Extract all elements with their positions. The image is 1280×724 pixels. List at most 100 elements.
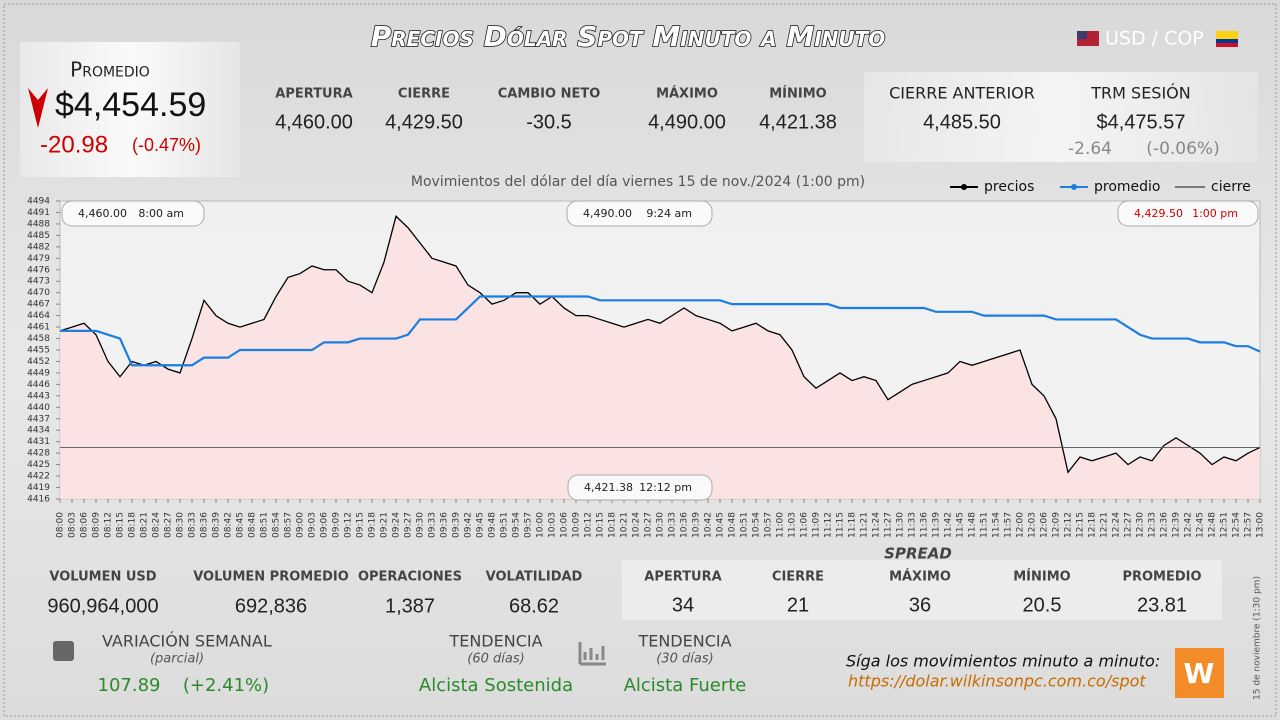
x-tick-label: 11:12 bbox=[824, 512, 834, 538]
x-tick-label: 11:57 bbox=[1004, 512, 1014, 538]
x-tick-label: 08:12 bbox=[104, 512, 114, 538]
x-tick-label: 12:30 bbox=[1136, 512, 1146, 538]
y-tick-label: 4476 bbox=[27, 265, 50, 275]
promedio-value: $4,454.59 bbox=[55, 86, 206, 124]
stat-value: 4,421.38 bbox=[759, 111, 837, 133]
annotation-value: 4,429.50 bbox=[1134, 207, 1183, 220]
x-tick-label: 08:39 bbox=[212, 512, 222, 538]
x-tick-label: 11:33 bbox=[908, 512, 918, 538]
x-tick-label: 10:09 bbox=[572, 512, 582, 538]
x-tick-label: 10:42 bbox=[704, 512, 714, 538]
x-tick-label: 10:45 bbox=[716, 512, 726, 538]
x-tick-label: 11:48 bbox=[968, 512, 978, 538]
spread-value: 36 bbox=[909, 594, 931, 616]
annotation-value: 4,421.38 bbox=[584, 481, 633, 494]
x-tick-label: 11:42 bbox=[944, 512, 954, 538]
x-tick-label: 08:54 bbox=[272, 512, 282, 538]
x-tick-label: 09:09 bbox=[332, 512, 342, 538]
x-tick-label: 10:33 bbox=[668, 512, 678, 538]
x-tick-label: 11:27 bbox=[884, 512, 894, 538]
weekly-value: 107.89 bbox=[98, 675, 161, 696]
stat-label: CAMBIO NETO bbox=[498, 87, 601, 102]
y-tick-label: 4467 bbox=[27, 300, 50, 310]
stat-label: CIERRE bbox=[398, 87, 450, 102]
y-tick-label: 4461 bbox=[27, 323, 50, 333]
x-tick-label: 12:18 bbox=[1088, 512, 1098, 538]
x-tick-label: 13:00 bbox=[1256, 512, 1266, 538]
previous-value: 4,485.50 bbox=[923, 111, 1001, 133]
x-tick-label: 08:21 bbox=[140, 512, 150, 538]
x-tick-label: 11:39 bbox=[932, 512, 942, 538]
promedio-box bbox=[20, 42, 240, 177]
x-tick-label: 08:33 bbox=[188, 512, 198, 538]
x-tick-label: 12:15 bbox=[1076, 512, 1086, 538]
x-tick-label: 09:12 bbox=[344, 512, 354, 538]
x-tick-label: 10:30 bbox=[656, 512, 666, 538]
annotation-time: 8:00 am bbox=[138, 207, 184, 220]
x-tick-label: 12:00 bbox=[1016, 512, 1026, 538]
x-tick-label: 10:27 bbox=[644, 512, 654, 538]
x-tick-label: 12:57 bbox=[1244, 512, 1254, 538]
volume-value: 692,836 bbox=[235, 595, 307, 617]
x-tick-label: 10:36 bbox=[680, 512, 690, 538]
x-tick-label: 12:54 bbox=[1232, 512, 1242, 538]
annotation-box bbox=[61, 200, 205, 227]
legend-dot bbox=[961, 184, 967, 190]
y-tick-label: 4452 bbox=[27, 357, 50, 367]
us-flag-canton bbox=[1077, 31, 1087, 39]
stat-label: APERTURA bbox=[275, 87, 352, 102]
title: Precios Dólar Spot Minuto a Minuto bbox=[371, 20, 886, 53]
x-tick-label: 12:51 bbox=[1220, 512, 1230, 538]
x-tick-label: 08:27 bbox=[164, 512, 174, 538]
timestamp: 15 de noviembre (1:30 pm) bbox=[1253, 576, 1263, 700]
x-tick-label: 08:06 bbox=[80, 512, 90, 538]
trm-change: -2.64 bbox=[1068, 139, 1112, 159]
down-arrow bbox=[28, 88, 48, 128]
x-tick-label: 11:30 bbox=[896, 512, 906, 538]
annotation-box bbox=[566, 200, 713, 227]
x-tick-label: 12:48 bbox=[1208, 512, 1218, 538]
x-tick-label: 09:36 bbox=[440, 512, 450, 538]
x-tick-label: 09:51 bbox=[500, 512, 510, 538]
url[interactable]: https://dolar.wilkinsonpc.com.co/spot bbox=[848, 672, 1146, 691]
x-tick-label: 08:45 bbox=[236, 512, 246, 538]
y-tick-label: 4431 bbox=[27, 437, 50, 447]
x-tick-label: 11:21 bbox=[860, 512, 870, 538]
x-tick-label: 12:45 bbox=[1196, 512, 1206, 538]
x-tick-label: 09:42 bbox=[464, 512, 474, 538]
x-tick-label: 08:36 bbox=[200, 512, 210, 538]
trend-label: TENDENCIA bbox=[637, 632, 731, 651]
weekly-note: (parcial) bbox=[150, 652, 204, 667]
x-tick-label: 12:27 bbox=[1124, 512, 1134, 538]
x-tick-label: 12:21 bbox=[1100, 512, 1110, 538]
promedio-change-pct: (-0.47%) bbox=[132, 135, 201, 155]
legend-label: precios bbox=[984, 179, 1034, 195]
x-tick-label: 09:21 bbox=[380, 512, 390, 538]
currency-pair: USD / COP bbox=[1105, 28, 1204, 50]
trm-label: TRM SESIÓN bbox=[1090, 84, 1190, 103]
x-tick-label: 09:30 bbox=[416, 512, 426, 538]
x-tick-label: 09:33 bbox=[428, 512, 438, 538]
y-tick-label: 4419 bbox=[27, 483, 50, 493]
trend-value: Alcista Sostenida bbox=[419, 675, 573, 696]
volume-label: VOLATILIDAD bbox=[486, 570, 583, 585]
x-tick-label: 10:24 bbox=[632, 512, 642, 538]
trend-note: (30 días) bbox=[656, 652, 713, 667]
x-tick-label: 12:06 bbox=[1040, 512, 1050, 538]
x-tick-label: 10:00 bbox=[536, 512, 546, 538]
y-tick-label: 4464 bbox=[27, 311, 50, 321]
x-tick-label: 08:57 bbox=[284, 512, 294, 538]
spread-value: 21 bbox=[787, 594, 809, 616]
y-tick-label: 4482 bbox=[27, 242, 50, 252]
y-tick-label: 4494 bbox=[27, 197, 50, 207]
annotation-time: 9:24 am bbox=[646, 207, 692, 220]
volume-value: 960,964,000 bbox=[47, 595, 158, 617]
y-tick-label: 4425 bbox=[27, 460, 50, 470]
logo[interactable] bbox=[1175, 648, 1224, 698]
promedio-label: Promedio bbox=[70, 58, 150, 82]
stat-label: MÍNIMO bbox=[769, 86, 826, 102]
x-tick-label: 10:06 bbox=[560, 512, 570, 538]
x-tick-label: 09:24 bbox=[392, 512, 402, 538]
y-tick-label: 4488 bbox=[27, 219, 50, 229]
